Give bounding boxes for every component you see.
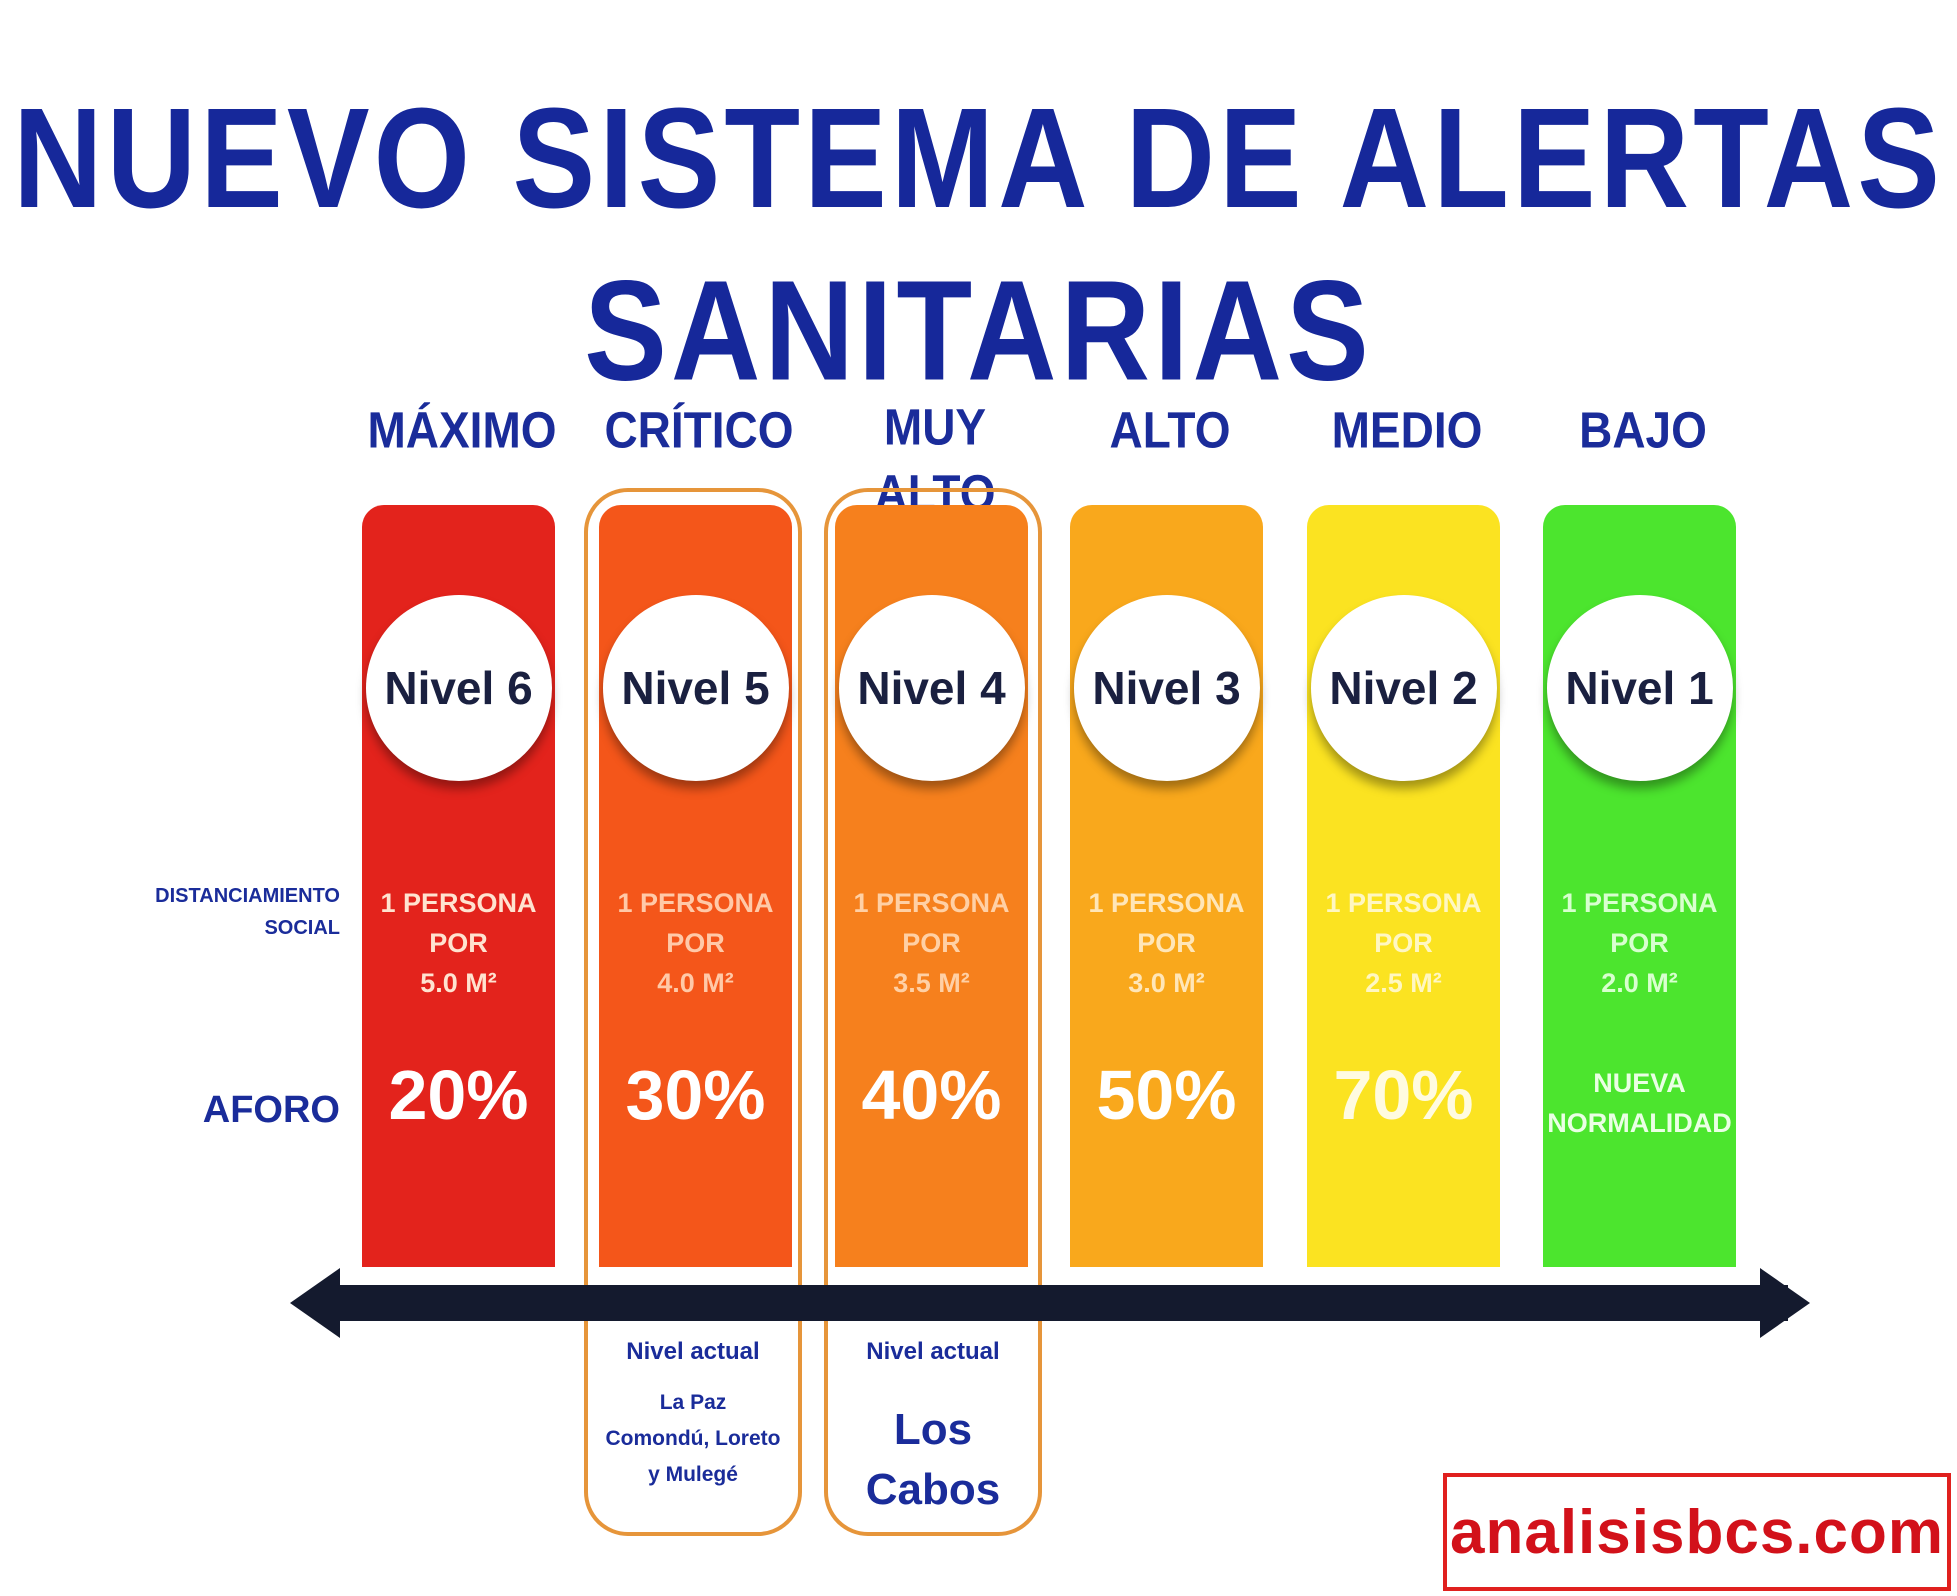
level-badge: Nivel 6 (365, 595, 552, 781)
level-name-bajo: BAJO (1579, 401, 1707, 459)
capacity-value: 20% (388, 1056, 529, 1134)
current-level-places-4: Los Cabos (865, 1405, 1001, 1514)
row-label-aforo: AFORO (202, 1089, 340, 1131)
level-column-6: Nivel 6 1 PERSONA POR 5.0 M² 20% (362, 505, 555, 1267)
level-badge: Nivel 2 (1310, 595, 1497, 781)
current-level-outline-4 (824, 488, 1042, 1536)
brand-box: analisisbcs.com (1443, 1473, 1951, 1591)
level-badge: Nivel 5 (602, 595, 789, 781)
arrow-left-icon (290, 1268, 340, 1338)
level-name-muy-alto: MUY ALTO (874, 398, 996, 522)
level-column-5: Nivel 5 1 PERSONA POR 4.0 M² 30% (599, 505, 792, 1267)
capacity-value: 40% (861, 1056, 1002, 1134)
level-column-4: Nivel 4 1 PERSONA POR 3.5 M² 40% (835, 505, 1028, 1267)
level-column-2: Nivel 2 1 PERSONA POR 2.5 M² 70% (1307, 505, 1500, 1267)
distancing-value: 1 PERSONA POR 3.0 M² (1088, 888, 1245, 998)
current-level-places-5: La Paz Comondú, Loreto y Mulegé (605, 1391, 781, 1486)
capacity-value: 70% (1333, 1056, 1474, 1134)
distancing-value: 1 PERSONA POR 5.0 M² (380, 888, 537, 998)
level-name-alto: ALTO (1109, 401, 1231, 459)
page-title: NUEVO SISTEMA DE ALERTAS SANITARIAS (13, 79, 1944, 411)
distancing-value: 1 PERSONA POR 4.0 M² (617, 888, 774, 998)
distancing-value: 1 PERSONA POR 2.0 M² (1561, 888, 1718, 998)
level-column-1: Nivel 1 1 PERSONA POR 2.0 M² NUEVA NORMA… (1543, 505, 1736, 1267)
level-badge: Nivel 1 (1546, 595, 1733, 781)
level-name-maximo: MÁXIMO (367, 401, 557, 459)
level-badge: Nivel 3 (1073, 595, 1260, 781)
current-level-label-5: Nivel actual (626, 1338, 760, 1365)
row-label-distanciamiento: DISTANCIAMIENTO SOCIAL (155, 885, 340, 939)
arrow-right-icon (1760, 1268, 1810, 1338)
level-name-critico: CRÍTICO (604, 401, 794, 459)
current-level-label-4: Nivel actual (866, 1338, 1000, 1365)
capacity-value: NUEVA NORMALIDAD (1547, 1068, 1732, 1138)
level-name-medio: MEDIO (1331, 401, 1483, 459)
brand-logo: analisisbcs.com (1449, 1497, 1945, 1567)
capacity-value: 50% (1096, 1056, 1237, 1134)
level-column-3: Nivel 3 1 PERSONA POR 3.0 M² 50% (1070, 505, 1263, 1267)
distancing-value: 1 PERSONA POR 2.5 M² (1325, 888, 1482, 998)
capacity-value: 30% (625, 1056, 766, 1134)
level-badge: Nivel 4 (838, 595, 1025, 781)
current-level-outline-5 (584, 488, 802, 1536)
distancing-value: 1 PERSONA POR 3.5 M² (853, 888, 1010, 998)
scale-axis (318, 1285, 1788, 1321)
